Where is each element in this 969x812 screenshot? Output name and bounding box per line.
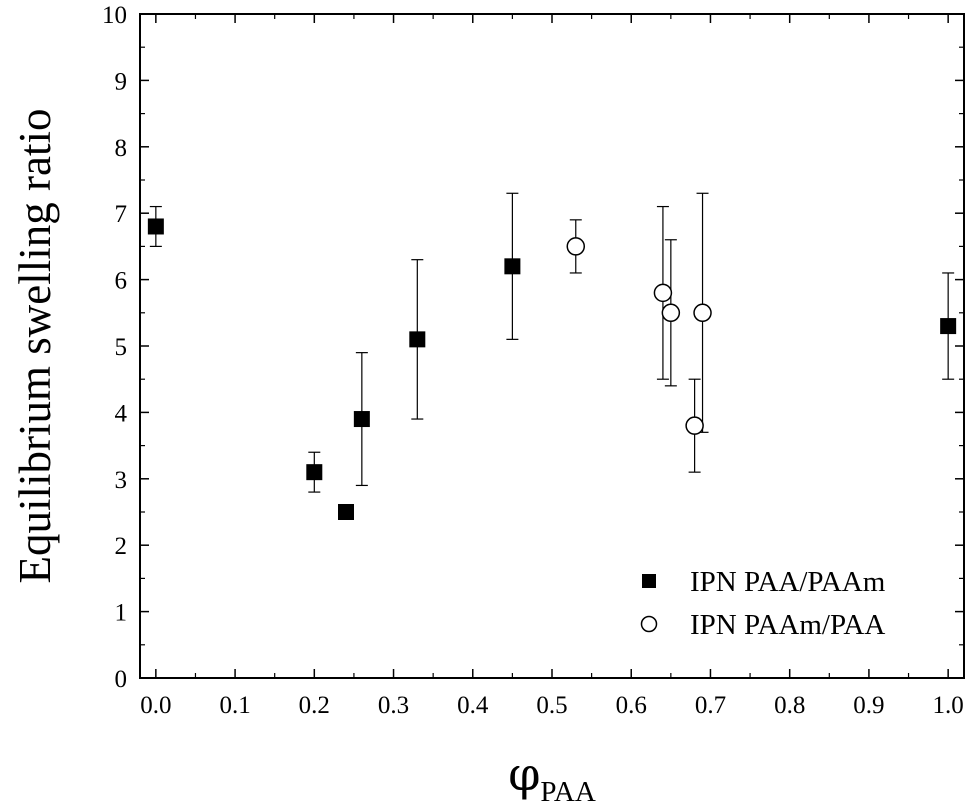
y-tick-label: 4 [115,400,128,427]
data-point-square [504,258,521,275]
legend-item-ipn-paam-paa: IPN PAAm/PAA [640,609,885,641]
x-tick-label: 1.0 [933,692,964,719]
x-tick-label: 0.5 [536,692,567,719]
legend-marker-open-circle [640,615,658,633]
legend-label: IPN PAA/PAAm [690,566,886,598]
y-tick-label: 7 [115,201,128,228]
x-tick-label: 0.6 [616,692,647,719]
data-point-circle [685,416,704,435]
y-tick-label: 9 [115,68,128,95]
data-point-circle [653,283,673,303]
y-tick-label: 2 [115,533,128,560]
x-tick-label: 0.3 [378,692,409,719]
y-tick-label: 10 [102,2,127,29]
error-bars [149,192,955,493]
legend-marker-filled-square [642,574,656,588]
y-tick-label: 5 [115,334,128,361]
y-tick-label: 3 [115,467,128,494]
data-point-square [147,218,164,235]
y-tick-label: 6 [115,268,128,295]
data-point-square [940,318,957,335]
x-tick-label: 0.4 [457,692,489,719]
x-axis-label-subscript: PAA [540,776,595,808]
legend: IPN PAA/PAAm IPN PAAm/PAA [640,566,886,641]
data-point-square [338,504,354,520]
y-tick-label: 1 [115,600,128,627]
y-tick-label: 0 [115,666,128,693]
y-axis-label: Equilibrium swelling ratio [10,109,60,584]
data-point-circle [566,237,586,256]
data-point-circle [693,303,712,323]
data-point-circle [661,303,681,323]
x-tick-label: 0.0 [140,692,171,719]
x-tick-label: 0.2 [299,692,330,719]
data-point-square [353,411,370,428]
legend-label: IPN PAAm/PAA [690,609,885,641]
x-axis-label: φPAA [508,747,596,808]
data-point-square [409,331,426,348]
axis-ticks: 0.0 0.1 0.2 0.3 0.4 0.5 0.6 0.7 0.8 0.9 1.0 0 1 2 3 4 5 6… [102,2,964,719]
x-tick-label: 0.1 [219,692,250,719]
x-tick-label: 0.8 [774,692,805,719]
x-tick-label: 0.9 [853,692,884,719]
y-tick-label: 8 [115,135,128,162]
x-tick-label: 0.7 [695,692,726,719]
data-markers [147,218,957,520]
data-point-square [306,464,323,481]
legend-item-ipn-paa-paam: IPN PAA/PAAm [642,566,886,598]
x-axis-label-symbol: φ [508,747,540,801]
